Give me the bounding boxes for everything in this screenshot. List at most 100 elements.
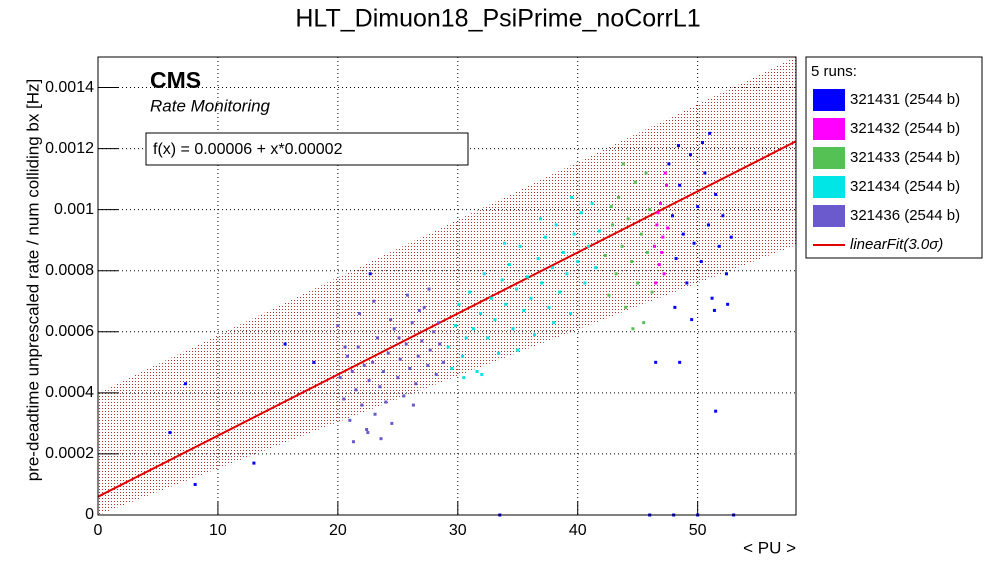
data-point bbox=[366, 431, 370, 435]
data-point bbox=[193, 482, 197, 486]
data-point bbox=[539, 217, 543, 221]
data-point bbox=[654, 360, 658, 364]
data-point bbox=[367, 379, 371, 383]
data-point bbox=[576, 260, 580, 264]
data-point bbox=[368, 272, 372, 276]
y-tick-label: 0 bbox=[85, 506, 94, 523]
fit-line bbox=[97, 140, 797, 498]
data-point bbox=[587, 244, 591, 248]
data-point bbox=[420, 339, 424, 343]
data-point bbox=[654, 281, 658, 285]
data-point bbox=[688, 153, 692, 157]
data-point bbox=[583, 281, 587, 285]
data-point bbox=[717, 244, 721, 248]
data-point bbox=[338, 376, 342, 380]
y-tick-label: 0.0014 bbox=[45, 79, 94, 96]
data-point bbox=[617, 195, 621, 199]
data-point bbox=[482, 272, 486, 276]
data-point bbox=[417, 308, 421, 312]
data-point bbox=[726, 302, 730, 306]
data-point bbox=[729, 235, 733, 239]
plot-frame bbox=[97, 56, 797, 516]
data-point bbox=[402, 394, 406, 398]
data-point bbox=[343, 345, 347, 349]
data-point bbox=[667, 162, 671, 166]
data-point bbox=[446, 345, 450, 349]
x-axis-label: < PU > bbox=[743, 538, 796, 557]
x-tick-label: 20 bbox=[329, 522, 347, 539]
data-point bbox=[507, 263, 511, 267]
data-point bbox=[662, 272, 666, 276]
data-point bbox=[631, 327, 635, 331]
data-point bbox=[650, 290, 654, 294]
data-point bbox=[426, 363, 430, 367]
legend-entries: 321431 (2544 b) 321432 (2544 b) 321433 (25… bbox=[813, 89, 960, 253]
data-point bbox=[529, 296, 533, 300]
data-point bbox=[714, 409, 718, 413]
legend-swatch bbox=[813, 89, 845, 111]
data-point bbox=[480, 373, 484, 377]
data-point bbox=[497, 351, 501, 355]
legend-swatch bbox=[813, 118, 845, 140]
data-point bbox=[603, 253, 607, 257]
data-point bbox=[518, 244, 522, 248]
x-tick-label: 50 bbox=[689, 522, 707, 539]
data-point bbox=[365, 428, 369, 432]
legend-swatch bbox=[813, 176, 845, 198]
data-point bbox=[699, 260, 703, 264]
data-point bbox=[678, 183, 682, 187]
data-point bbox=[493, 318, 497, 322]
legend-label: 321433 (2544 b) bbox=[850, 149, 960, 166]
data-point bbox=[389, 318, 393, 322]
y-tick-label: 0.001 bbox=[54, 201, 94, 218]
data-point bbox=[471, 327, 475, 331]
data-point bbox=[536, 257, 540, 261]
data-point bbox=[700, 140, 704, 144]
data-point bbox=[392, 327, 396, 331]
data-point bbox=[533, 333, 537, 337]
data-point bbox=[522, 308, 526, 312]
data-point bbox=[378, 385, 382, 389]
data-point bbox=[547, 305, 551, 309]
data-point bbox=[422, 305, 426, 309]
data-point bbox=[411, 403, 415, 407]
data-point bbox=[624, 305, 628, 309]
data-point bbox=[468, 290, 472, 294]
legend-swatch bbox=[813, 147, 845, 169]
data-point bbox=[644, 171, 648, 175]
data-point bbox=[479, 311, 483, 315]
data-point bbox=[636, 281, 640, 285]
data-point bbox=[645, 250, 649, 254]
data-point bbox=[724, 272, 728, 276]
data-point bbox=[486, 336, 490, 340]
data-point bbox=[356, 345, 360, 349]
data-point bbox=[450, 366, 454, 370]
data-point bbox=[381, 369, 385, 373]
data-point bbox=[678, 360, 682, 364]
data-point bbox=[350, 369, 354, 373]
data-point bbox=[453, 324, 457, 328]
data-point bbox=[345, 354, 349, 358]
y-tick-label: 0.0004 bbox=[45, 384, 94, 401]
data-point bbox=[620, 244, 624, 248]
data-point bbox=[712, 308, 716, 312]
fit-band bbox=[98, 57, 796, 515]
data-point bbox=[516, 348, 520, 352]
data-point bbox=[614, 272, 618, 276]
data-point bbox=[404, 342, 408, 346]
data-point bbox=[609, 205, 613, 209]
y-axis-label: pre-deadtime unprescaled rate / num coll… bbox=[23, 79, 42, 482]
legend-label: 321434 (2544 b) bbox=[850, 178, 960, 195]
data-point bbox=[373, 412, 377, 416]
data-point bbox=[714, 192, 718, 196]
data-point bbox=[184, 382, 188, 386]
data-point bbox=[685, 281, 689, 285]
data-point bbox=[540, 281, 544, 285]
data-point bbox=[681, 232, 685, 236]
data-point bbox=[405, 293, 409, 297]
data-point bbox=[511, 327, 515, 331]
data-point bbox=[670, 214, 674, 218]
data-point bbox=[660, 250, 664, 254]
x-tick-label: 10 bbox=[209, 522, 227, 539]
legend-label: linearFit(3.0σ) bbox=[850, 236, 943, 253]
